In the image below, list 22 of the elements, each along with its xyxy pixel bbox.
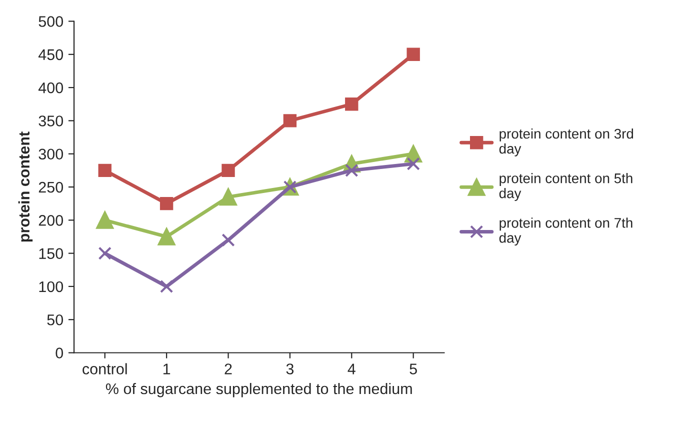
y-tick-label: 450 [38, 49, 64, 60]
x-tick-label: 5 [410, 364, 417, 374]
y-tick-label: 300 [38, 148, 64, 160]
x-axis-title: % of sugarcane supplemented to the medium [106, 382, 412, 398]
legend-label: protein content on 3rd day [499, 128, 634, 156]
x-tick-label: 3 [286, 364, 294, 374]
y-tick-label: 100 [39, 281, 64, 292]
y-axis-title: protein content [18, 132, 33, 242]
y-tick-label: 150 [39, 248, 64, 259]
x-tick-label: 4 [348, 364, 356, 374]
y-tick-label: 400 [38, 82, 64, 94]
legend-label: protein content on 7th day [499, 218, 632, 246]
x-tick-label: 1 [163, 364, 170, 374]
y-tick-label: 0 [56, 348, 64, 358]
y-tick-label: 250 [38, 182, 64, 193]
y-tick-label: 200 [38, 215, 64, 226]
y-tick-label: 350 [38, 116, 64, 126]
legend-label: protein content on 5th day [499, 173, 632, 201]
y-tick-label: 500 [38, 16, 64, 27]
y-tick-label: 50 [47, 314, 64, 326]
x-tick-label: 2 [224, 364, 232, 374]
x-tick-label: control [82, 363, 127, 374]
